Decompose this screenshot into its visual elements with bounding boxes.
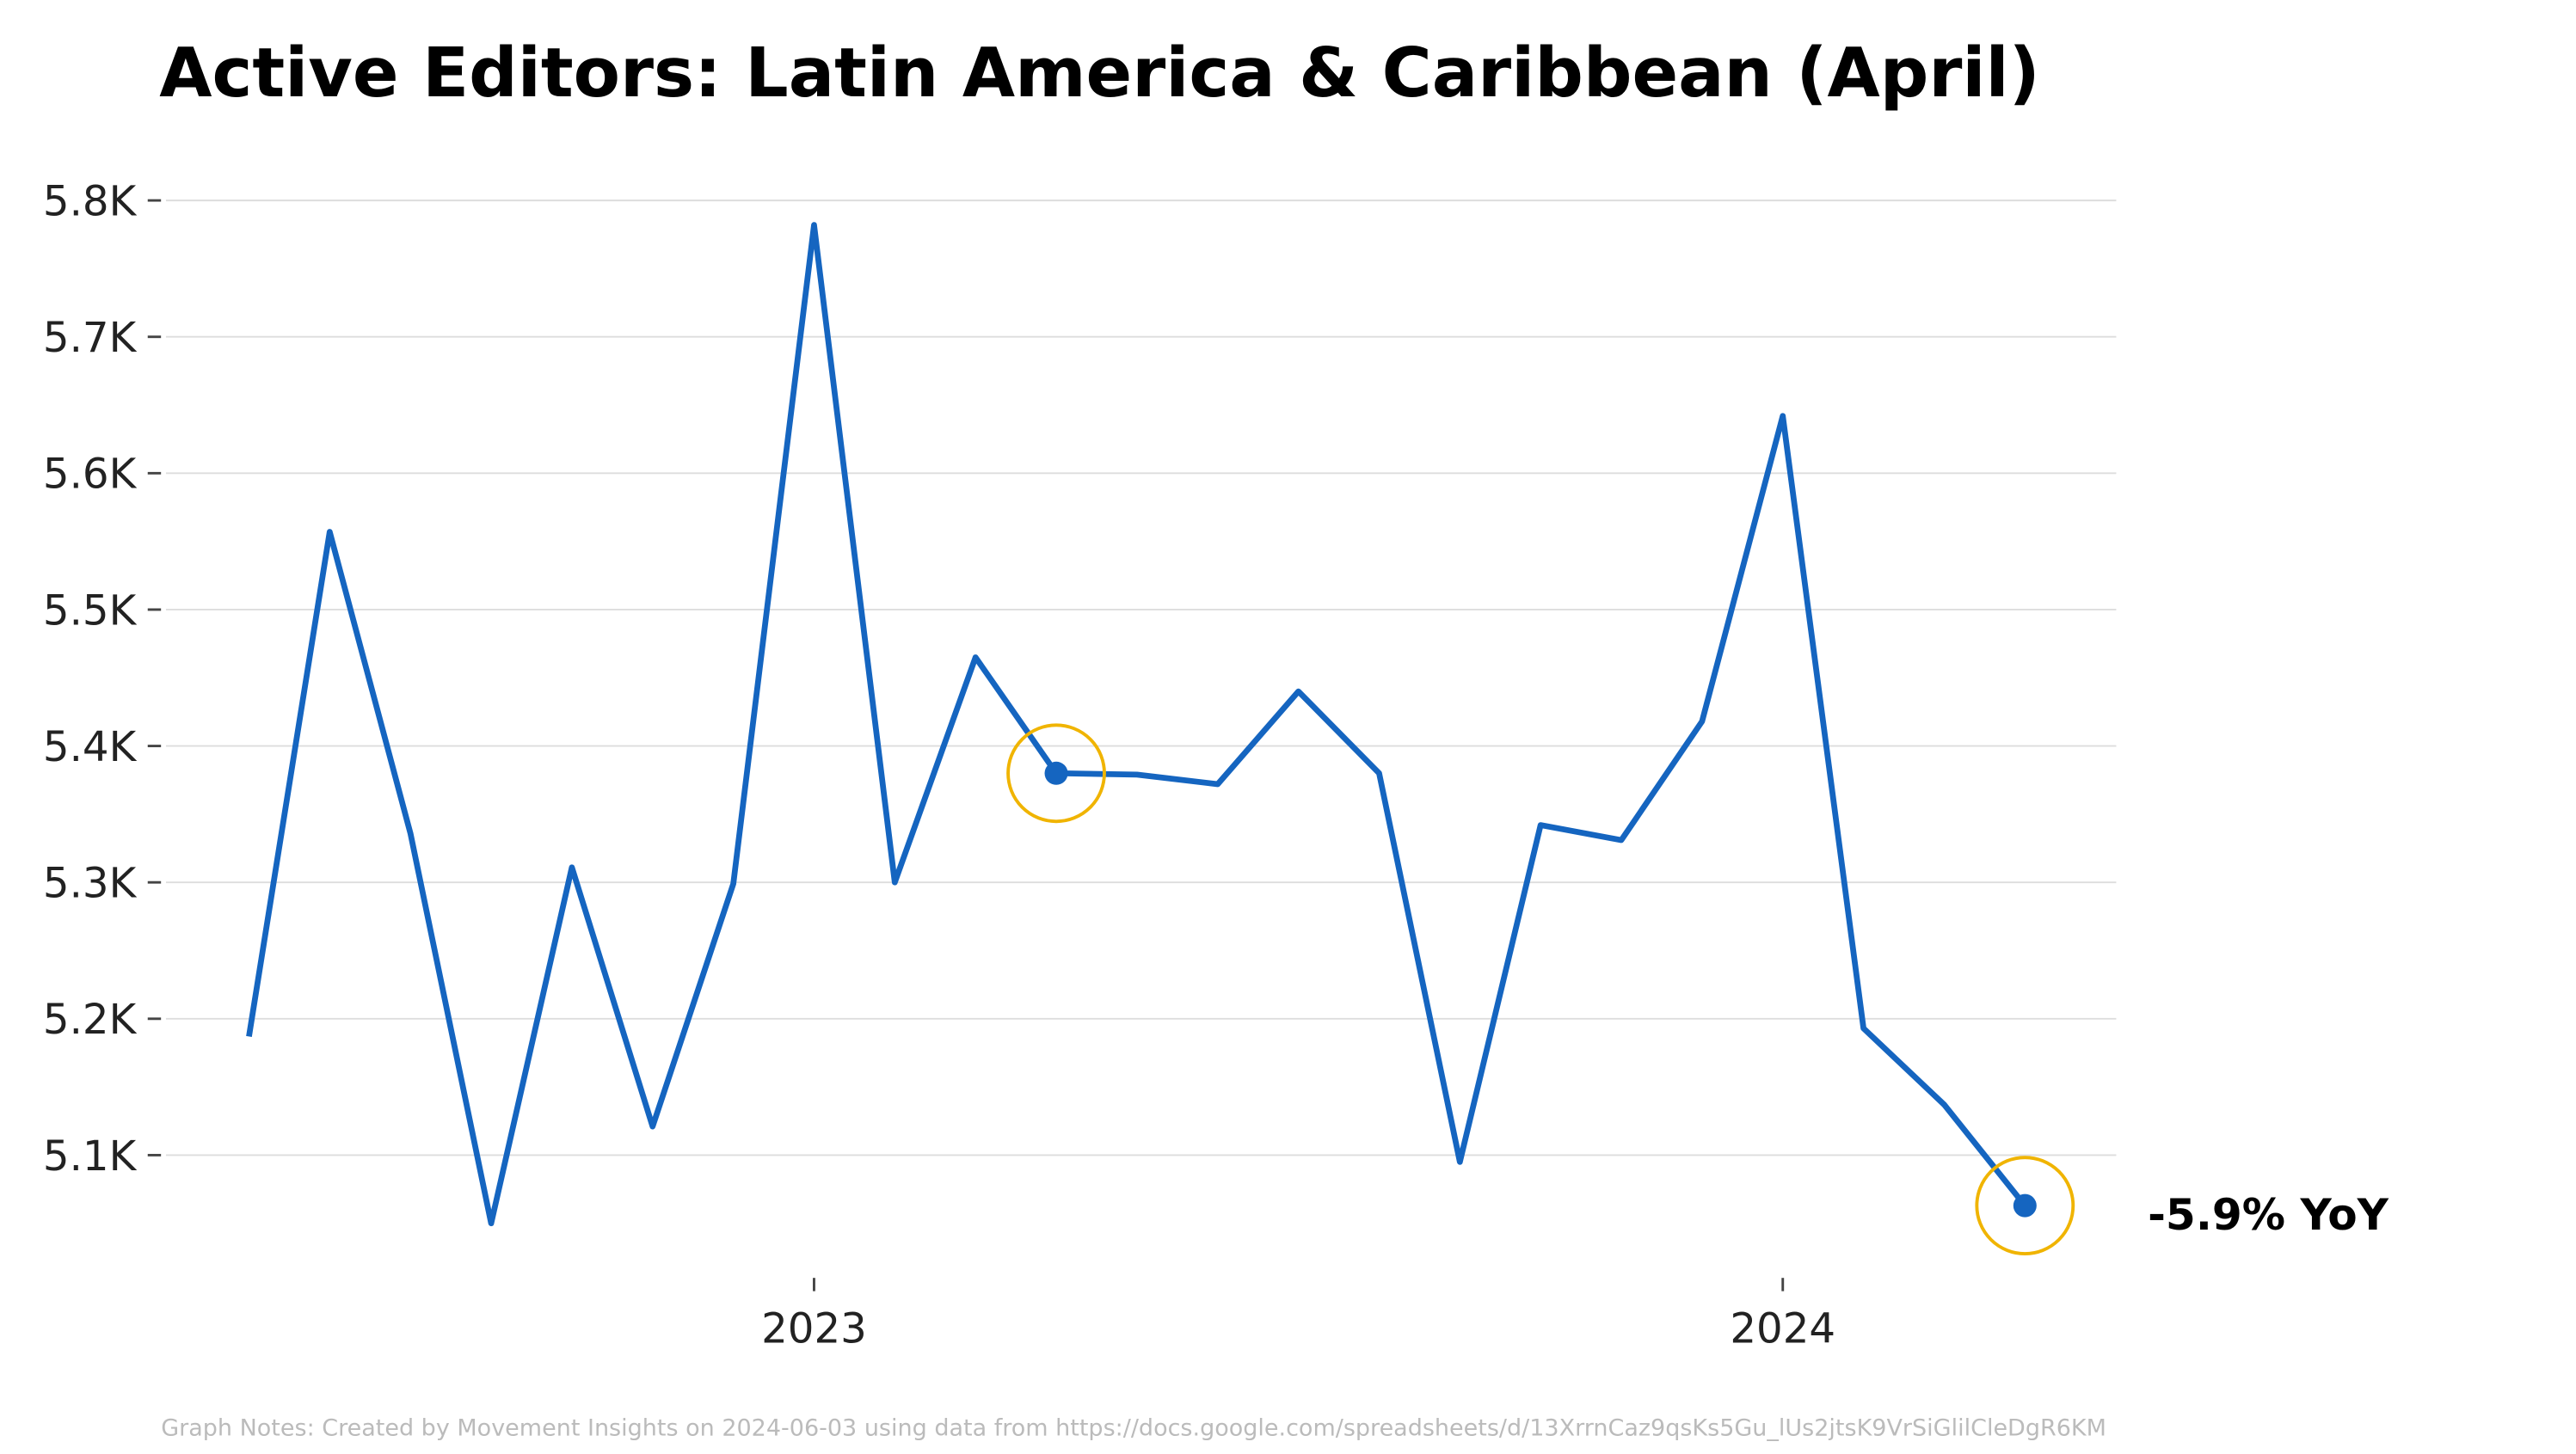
chart-title: Active Editors: Latin America & Caribbea… [159, 34, 2040, 113]
annotation: -5.9% YoY [2148, 1189, 2389, 1240]
y-tick-label: 5.7K [43, 314, 138, 362]
y-tick-label: 5.4K [43, 723, 138, 771]
y-tick-label: 5.2K [43, 996, 138, 1044]
x-tick-label: 2024 [1730, 1304, 1835, 1353]
highlight-ring [1975, 1156, 2075, 1256]
y-tick-label: 5.5K [43, 586, 138, 635]
highlight-point [2013, 1193, 2037, 1218]
y-tick-label: 5.3K [43, 860, 138, 908]
y-tick-label: 5.6K [43, 451, 138, 499]
highlight-point [1044, 761, 1068, 785]
y-tick-label: 5.1K [43, 1132, 138, 1181]
y-tick-label: 5.8K [43, 177, 138, 225]
highlight-ring [1006, 723, 1106, 824]
data-line [246, 222, 2027, 1227]
graph-note: Graph Notes: Created by Movement Insight… [161, 1415, 2106, 1442]
x-tick-label: 2023 [761, 1304, 867, 1353]
